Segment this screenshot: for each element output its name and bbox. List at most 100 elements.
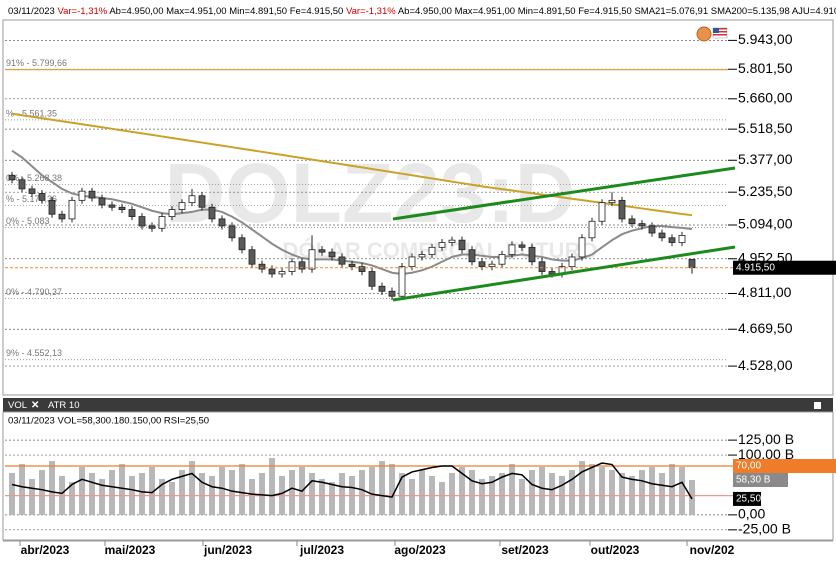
candle-body xyxy=(158,216,166,229)
candle-body xyxy=(208,206,216,220)
volume-bar xyxy=(659,473,665,515)
moving-average xyxy=(11,112,693,217)
x-axis: abr/2023 mai/2023 jun/2023 jul/2023 ago/2023… xyxy=(19,541,735,557)
volume-bar xyxy=(229,470,235,515)
volume-bar xyxy=(339,473,345,515)
candle-body xyxy=(488,263,496,268)
level-label: 91% - 5.799,66 xyxy=(6,58,67,68)
volume-bar xyxy=(649,467,655,515)
candle-body xyxy=(418,254,426,258)
y-tick-label: 4.811,00 xyxy=(738,284,792,300)
candle-body xyxy=(468,249,476,263)
volume-bar xyxy=(529,470,535,515)
candle-body xyxy=(538,261,546,272)
volume-bar xyxy=(539,467,545,515)
volume-bar xyxy=(679,467,685,515)
candle-body xyxy=(118,206,126,210)
candle-body xyxy=(278,271,286,275)
rsi-last-box xyxy=(733,491,761,506)
candle-body xyxy=(188,195,196,204)
y-tick-label: 5.518,50 xyxy=(738,120,793,136)
volume-bar xyxy=(399,473,405,515)
candle-body xyxy=(398,266,406,297)
candle-body xyxy=(388,290,396,297)
header-segment: 03/11/2023 xyxy=(8,6,57,17)
x-tick-label: jun/2023 xyxy=(203,543,252,557)
candle-body xyxy=(448,239,456,243)
candle-body xyxy=(428,246,436,255)
flag-canton xyxy=(713,28,719,33)
y-tick-label: 5.943,00 xyxy=(738,31,793,47)
y-tick-label: 0,00 xyxy=(738,506,765,522)
last-price-label: 4.915,50 xyxy=(736,262,775,273)
candle-body xyxy=(168,209,176,217)
volume-bar xyxy=(599,467,605,515)
volume-bar xyxy=(459,467,465,515)
candle-body xyxy=(248,249,256,265)
volume-bar xyxy=(589,464,595,515)
rsi-level-label: 70,00 xyxy=(736,461,761,472)
y-tick-label: 125,00 B xyxy=(738,431,794,447)
candle-body xyxy=(628,218,636,225)
volume-bar xyxy=(19,464,25,515)
x-tick-label: out/2023 xyxy=(591,543,640,557)
volume-bar xyxy=(179,470,185,515)
candle-body xyxy=(478,261,486,268)
volume-bar xyxy=(259,473,265,515)
volume-bar xyxy=(219,467,225,515)
volume-bar xyxy=(159,478,165,515)
candle-body xyxy=(38,193,46,201)
header-segment: Var=-1,31% xyxy=(346,6,396,17)
candle-body xyxy=(518,244,526,248)
candle-body xyxy=(348,263,356,268)
level-label: 0% - 5.083 xyxy=(6,216,50,226)
volume-bar xyxy=(189,461,195,515)
x-tick-label: abr/2023 xyxy=(21,543,70,557)
candle-body xyxy=(128,209,136,217)
volume-bar xyxy=(569,470,575,515)
tab-label[interactable]: VOL xyxy=(8,400,27,411)
price-plot: 5.943,00 5.801,50 5.660,00 5.518,50 5.377,00… xyxy=(5,31,836,373)
candle-body xyxy=(508,244,516,255)
volume-bar xyxy=(49,461,55,515)
candle-body xyxy=(598,202,606,222)
candle-body xyxy=(678,235,686,243)
candle-body xyxy=(668,237,676,243)
watermark: DOLZ23:D xyxy=(165,146,576,240)
candle-body xyxy=(498,254,506,265)
volume-bar xyxy=(309,473,315,515)
volume-bar xyxy=(69,481,75,515)
candle-body xyxy=(98,197,106,206)
volume-bar xyxy=(269,458,275,515)
volume-bar xyxy=(369,467,375,515)
candle-body xyxy=(288,261,296,272)
candle-body xyxy=(298,261,306,270)
x-tick-label: set/2023 xyxy=(501,543,549,557)
candle-body xyxy=(88,190,96,199)
volume-bar xyxy=(149,467,155,515)
candle-body xyxy=(648,225,656,234)
candle-body xyxy=(638,223,646,227)
volume-bar xyxy=(289,470,295,515)
candle-body xyxy=(238,237,246,251)
level-label: 0% - 5.268,38 xyxy=(6,173,62,183)
candle-body xyxy=(148,225,156,229)
volume-bar xyxy=(319,478,325,515)
tab-label[interactable]: ATR 10 xyxy=(48,400,80,411)
candle-body xyxy=(198,195,206,208)
volume-bar xyxy=(239,464,245,515)
header-segment: Var=-1,31% xyxy=(57,6,107,17)
level-label: 0% - 4.790,37 xyxy=(6,287,62,297)
volume-bar xyxy=(639,470,645,515)
candle-body xyxy=(228,225,236,239)
maximize-icon[interactable] xyxy=(814,402,821,409)
volume-bar xyxy=(479,478,485,515)
volume-bar xyxy=(609,470,615,515)
level-label: % - 5.177,36 xyxy=(6,194,57,204)
flag-icon[interactable] xyxy=(712,27,728,39)
close-icon[interactable]: ✕ xyxy=(31,400,39,411)
y-tick-label: 5.801,50 xyxy=(738,60,793,76)
currency-icon[interactable] xyxy=(696,26,712,42)
volume-bar xyxy=(169,481,175,515)
